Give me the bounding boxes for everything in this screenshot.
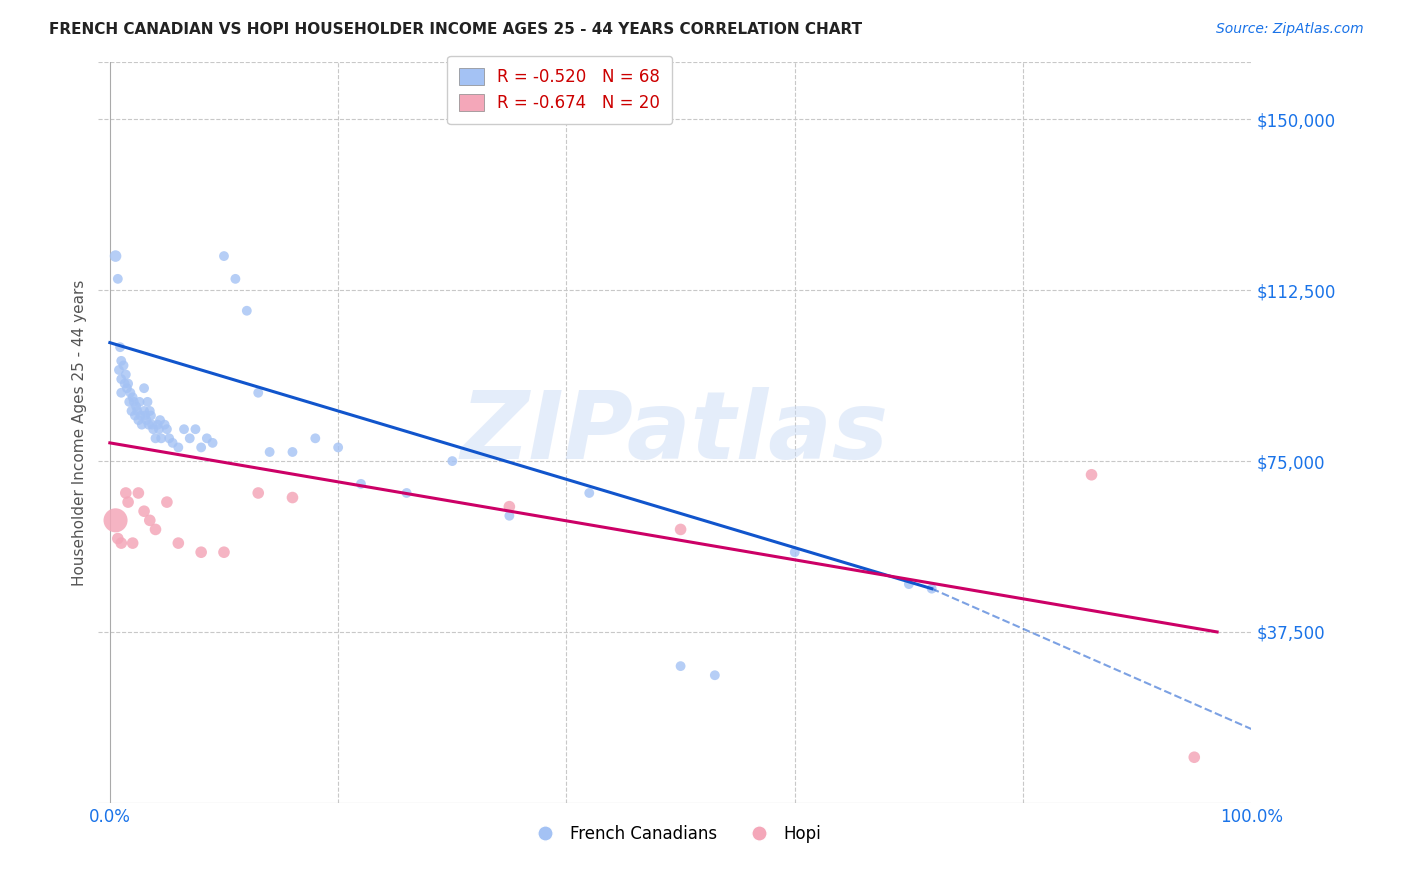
Point — [121, 404, 143, 418]
Point — [212, 249, 235, 263]
Text: FRENCH CANADIAN VS HOPI HOUSEHOLDER INCOME AGES 25 - 44 YEARS CORRELATION CHART: FRENCH CANADIAN VS HOPI HOUSEHOLDER INCO… — [49, 22, 862, 37]
Point — [1182, 750, 1205, 764]
Point — [135, 413, 157, 427]
Point — [247, 486, 270, 500]
Point — [921, 582, 943, 596]
Point — [190, 545, 212, 559]
Point — [281, 445, 304, 459]
Point — [139, 404, 162, 418]
Point — [179, 431, 201, 445]
Point — [108, 363, 131, 377]
Point — [146, 417, 169, 432]
Point — [112, 359, 135, 373]
Point — [139, 513, 162, 527]
Point — [1080, 467, 1102, 482]
Point — [127, 413, 149, 427]
Point — [110, 385, 132, 400]
Point — [162, 435, 184, 450]
Point — [117, 495, 139, 509]
Point — [395, 486, 418, 500]
Point — [121, 390, 143, 404]
Point — [128, 395, 150, 409]
Text: ZIPatlas: ZIPatlas — [461, 386, 889, 479]
Point — [703, 668, 725, 682]
Point — [150, 431, 173, 445]
Point — [201, 435, 224, 450]
Point — [131, 417, 153, 432]
Point — [281, 491, 304, 505]
Point — [304, 431, 326, 445]
Point — [104, 513, 127, 527]
Point — [212, 545, 235, 559]
Point — [118, 395, 141, 409]
Point — [156, 495, 179, 509]
Point — [669, 523, 692, 537]
Point — [138, 417, 160, 432]
Point — [124, 409, 146, 423]
Point — [145, 431, 167, 445]
Point — [498, 500, 520, 514]
Point — [110, 372, 132, 386]
Point — [190, 441, 212, 455]
Point — [134, 409, 156, 423]
Point — [167, 536, 190, 550]
Point — [142, 422, 165, 436]
Point — [153, 417, 176, 432]
Point — [167, 441, 190, 455]
Point — [114, 368, 136, 382]
Point — [104, 249, 127, 263]
Point — [578, 486, 600, 500]
Point — [107, 272, 129, 286]
Point — [132, 504, 155, 518]
Point — [120, 385, 142, 400]
Point — [247, 385, 270, 400]
Point — [132, 404, 155, 418]
Point — [141, 417, 163, 432]
Point — [110, 354, 132, 368]
Point — [132, 381, 155, 395]
Point — [114, 376, 136, 391]
Point — [148, 422, 170, 436]
Legend: French Canadians, Hopi: French Canadians, Hopi — [522, 819, 828, 850]
Point — [498, 508, 520, 523]
Point — [224, 272, 246, 286]
Point — [129, 409, 152, 423]
Point — [136, 395, 159, 409]
Point — [149, 413, 172, 427]
Point — [139, 409, 162, 423]
Y-axis label: Householder Income Ages 25 - 44 years: Householder Income Ages 25 - 44 years — [72, 279, 87, 586]
Point — [259, 445, 281, 459]
Point — [441, 454, 464, 468]
Point — [115, 381, 138, 395]
Point — [110, 536, 132, 550]
Point — [783, 545, 806, 559]
Point — [117, 376, 139, 391]
Point — [184, 422, 207, 436]
Point — [145, 523, 167, 537]
Point — [121, 536, 143, 550]
Point — [125, 400, 148, 414]
Point — [669, 659, 692, 673]
Point — [173, 422, 195, 436]
Point — [122, 395, 145, 409]
Point — [127, 404, 149, 418]
Text: Source: ZipAtlas.com: Source: ZipAtlas.com — [1216, 22, 1364, 37]
Point — [108, 340, 131, 354]
Point — [897, 577, 920, 591]
Point — [195, 431, 218, 445]
Point — [127, 486, 149, 500]
Point — [350, 476, 373, 491]
Point — [236, 303, 259, 318]
Point — [157, 431, 180, 445]
Point — [326, 441, 349, 455]
Point — [107, 532, 129, 546]
Point — [114, 486, 136, 500]
Point — [156, 422, 179, 436]
